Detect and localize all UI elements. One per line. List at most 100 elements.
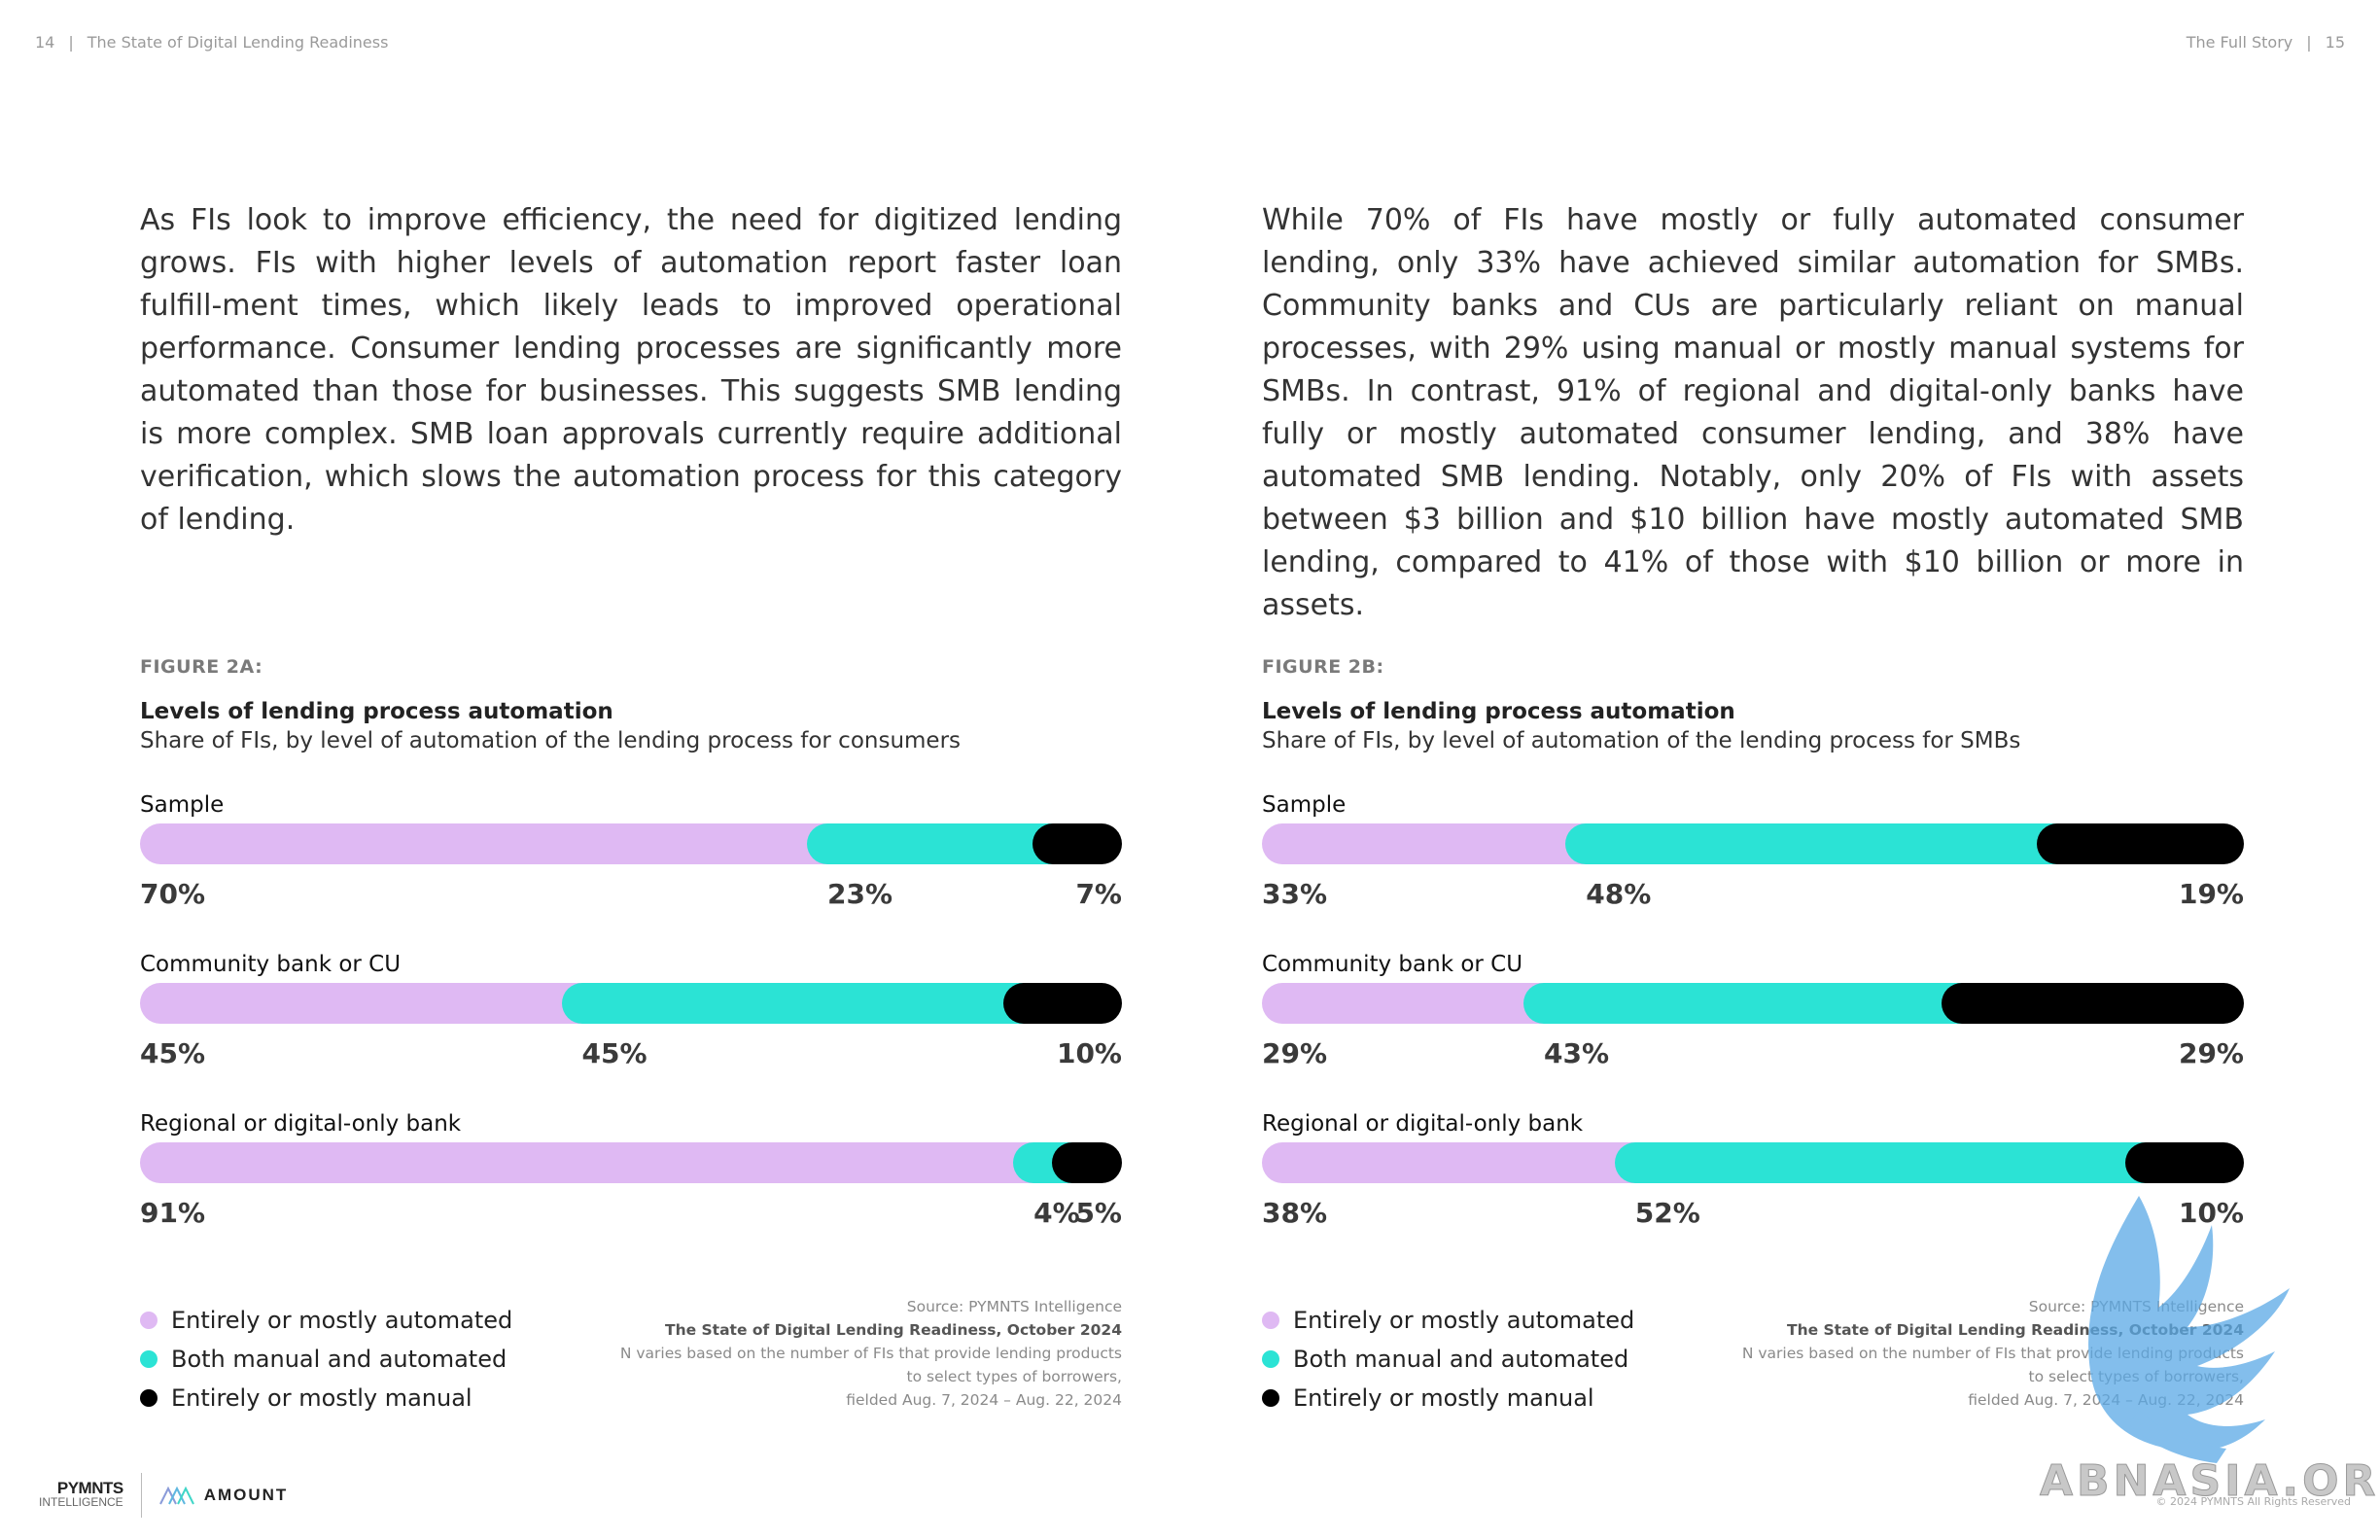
legend: Entirely or mostly automated Both manual… — [1262, 1301, 1634, 1418]
data-label: 43% — [1544, 1037, 1610, 1069]
figure-label: FIGURE 2B: — [1262, 656, 1384, 678]
legend-label: Both manual and automated — [1293, 1346, 1629, 1373]
bar-segment — [2037, 823, 2244, 864]
bar-segment — [140, 983, 582, 1024]
stacked-bar-chart-consumers: Sample 70% 23% 7% Community bank or CU 45% 45%… — [140, 792, 1122, 1259]
legend-item: Entirely or mostly manual — [140, 1379, 512, 1418]
legend-item: Both manual and automated — [1262, 1340, 1634, 1379]
legend-item: Entirely or mostly automated — [140, 1301, 512, 1340]
bar-segment — [140, 1142, 1034, 1183]
category-label: Community bank or CU — [1262, 952, 1523, 977]
bar-segment — [1262, 1142, 1635, 1183]
pymnts-logo-subtext: INTELLIGENCE — [39, 1495, 123, 1509]
page-number-right: 15 — [2325, 33, 2345, 52]
section-title: The Full Story — [2186, 33, 2293, 52]
stacked-bar — [140, 1142, 1122, 1183]
pymnts-logo-text: PYMNTS — [56, 1479, 123, 1497]
data-label: 45% — [140, 1037, 206, 1069]
figure-subtitle: Share of FIs, by level of automation of … — [140, 728, 962, 753]
legend-item: Entirely or mostly automated — [1262, 1301, 1634, 1340]
bar-segment — [1523, 983, 1962, 1024]
data-label: 7% — [1075, 878, 1122, 910]
footer-logos: PYMNTS INTELLIGENCE AMOUNT — [39, 1473, 288, 1518]
page-number-left: 14 — [35, 33, 55, 52]
stacked-bar — [140, 983, 1122, 1024]
data-label: 52% — [1634, 1197, 1700, 1229]
source-line: fielded Aug. 7, 2024 – Aug. 22, 2024 — [846, 1391, 1122, 1409]
legend-dot — [1262, 1312, 1279, 1329]
left-legend-area: Entirely or mostly automated Both manual… — [140, 0, 1122, 1540]
bar-segment — [140, 823, 827, 864]
stacked-bar — [1262, 983, 2244, 1024]
legend-dot — [140, 1312, 158, 1329]
source-line: to select types of borrowers, — [906, 1368, 1123, 1385]
figure-title: Levels of lending process automation — [1262, 699, 1735, 724]
griffin-watermark-icon — [2088, 1196, 2290, 1463]
right-paragraph: While 70% of FIs have mostly or fully au… — [1262, 203, 2244, 622]
bar-segment — [807, 823, 1054, 864]
category-label: Sample — [1262, 792, 1347, 818]
source-note: Source: PYMNTS Intelligence The State of… — [620, 1295, 1122, 1412]
amount-mountain-icon — [158, 1486, 194, 1505]
category-label: Regional or digital-only bank — [140, 1111, 462, 1137]
watermark-text: ABNASIA.ORG — [2040, 1456, 2380, 1507]
figure-label: FIGURE 2A: — [140, 656, 263, 678]
stacked-bar — [140, 823, 1122, 864]
data-label: 4% — [1033, 1197, 1080, 1229]
data-label: 38% — [1262, 1197, 1328, 1229]
legend-item: Both manual and automated — [140, 1340, 512, 1379]
header-left: 14 | The State of Digital Lending Readines… — [35, 33, 388, 52]
data-label: 33% — [1262, 878, 1328, 910]
legend-item: Entirely or mostly manual — [1262, 1379, 1634, 1418]
bar-segment — [561, 983, 1024, 1024]
data-label: 29% — [2178, 1037, 2244, 1069]
header-separator: | — [2306, 33, 2312, 52]
bar-segment — [1262, 823, 1587, 864]
data-label: 91% — [140, 1197, 206, 1229]
legend-dot — [140, 1389, 158, 1407]
category-label: Sample — [140, 792, 225, 818]
bar-segment — [1614, 1142, 2146, 1183]
logo-divider — [140, 1473, 142, 1518]
legend-label: Both manual and automated — [171, 1346, 508, 1373]
source-line: N varies based on the number of FIs that… — [619, 1345, 1122, 1362]
legend-label: Entirely or mostly manual — [1293, 1384, 1594, 1412]
stacked-bar — [1262, 823, 2244, 864]
legend-dot — [1262, 1350, 1279, 1368]
bar-segment — [1262, 983, 1544, 1024]
data-label: 70% — [140, 878, 206, 910]
bar-segment — [1032, 823, 1122, 864]
stacked-bar — [1262, 1142, 2244, 1183]
amount-logo: AMOUNT — [158, 1485, 289, 1506]
data-label: 45% — [581, 1037, 648, 1069]
data-label: 29% — [1262, 1037, 1328, 1069]
header-separator: | — [68, 33, 74, 52]
legend-label: Entirely or mostly manual — [171, 1384, 472, 1412]
pymnts-logo: PYMNTS INTELLIGENCE — [39, 1479, 123, 1509]
bar-segment — [1942, 983, 2244, 1024]
data-label: 5% — [1075, 1197, 1122, 1229]
data-label: 10% — [1056, 1037, 1122, 1069]
data-label: 19% — [2178, 878, 2244, 910]
legend-dot — [1262, 1389, 1279, 1407]
report-title: The State of Digital Lending Readiness — [87, 33, 389, 52]
bar-segment — [1565, 823, 2058, 864]
amount-logo-text: AMOUNT — [203, 1486, 289, 1504]
bar-segment — [1003, 983, 1122, 1024]
stacked-bar-chart-smbs: Sample 33% 48% 19% Community bank or CU 29% 43… — [1262, 792, 2244, 1259]
source-title: The State of Digital Lending Readiness, … — [665, 1321, 1122, 1339]
figure-subtitle: Share of FIs, by level of automation of … — [1262, 728, 2021, 753]
source-line: Source: PYMNTS Intelligence — [906, 1298, 1122, 1315]
copyright: © 2024 PYMNTS All Rights Reserved — [2155, 1495, 2351, 1508]
left-column: As FIs look to improve efficiency, the n… — [140, 199, 1122, 1259]
header-right: The Full Story | 15 — [2187, 33, 2345, 52]
right-column: While 70% of FIs have mostly or fully au… — [1262, 199, 2244, 1259]
data-label: 23% — [827, 878, 893, 910]
category-label: Community bank or CU — [140, 952, 402, 977]
figure-title: Levels of lending process automation — [140, 699, 613, 724]
legend: Entirely or mostly automated Both manual… — [140, 1301, 512, 1418]
data-label: 48% — [1586, 878, 1652, 910]
left-paragraph: As FIs look to improve efficiency, the n… — [140, 203, 1122, 537]
data-label: 10% — [2178, 1197, 2244, 1229]
bar-segment — [2124, 1142, 2244, 1183]
